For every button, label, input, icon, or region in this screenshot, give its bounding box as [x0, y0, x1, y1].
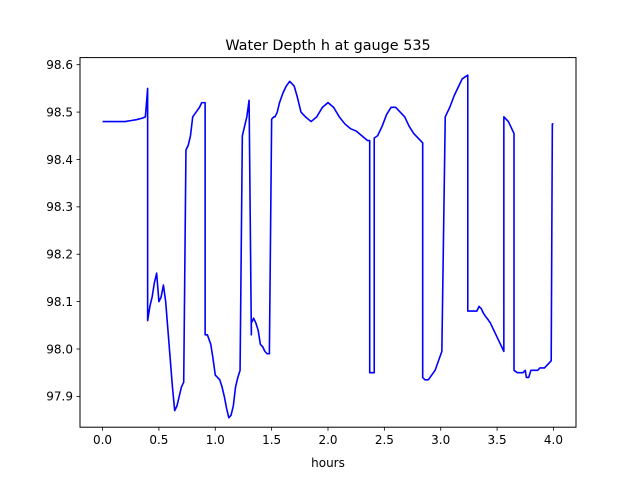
- chart-title: Water Depth h at gauge 535: [225, 38, 430, 54]
- y-axis-ticks: 97.9 98.0 98.1 98.2 98.3 98.4 98.5 98.6: [46, 58, 80, 404]
- x-tick-label: 0.0: [93, 433, 112, 447]
- plot-area: [102, 74, 554, 419]
- y-tick-label: 97.9: [46, 390, 73, 404]
- x-tick-label: 3.5: [488, 433, 507, 447]
- x-tick-label: 1.5: [262, 433, 281, 447]
- axes-frame: [79, 57, 577, 428]
- y-tick-label: 98.5: [46, 105, 73, 119]
- x-tick-label: 2.0: [318, 433, 337, 447]
- x-axis-label: hours: [311, 456, 345, 470]
- y-tick-label: 98.4: [46, 153, 73, 167]
- x-tick-label: 2.5: [375, 433, 394, 447]
- series-line: [102, 74, 554, 419]
- x-tick-label: 3.0: [431, 433, 450, 447]
- y-tick-label: 98.1: [46, 295, 73, 309]
- x-tick-label: 0.5: [149, 433, 168, 447]
- y-tick-label: 98.6: [46, 58, 73, 72]
- y-tick-label: 98.2: [46, 248, 73, 262]
- x-axis-ticks: 0.0 0.5 1.0 1.5 2.0 2.5 3.0 3.5 4.0: [93, 427, 563, 447]
- y-tick-label: 98.3: [46, 200, 73, 214]
- y-tick-label: 98.0: [46, 342, 73, 356]
- x-tick-label: 1.0: [206, 433, 225, 447]
- x-tick-label: 4.0: [544, 433, 563, 447]
